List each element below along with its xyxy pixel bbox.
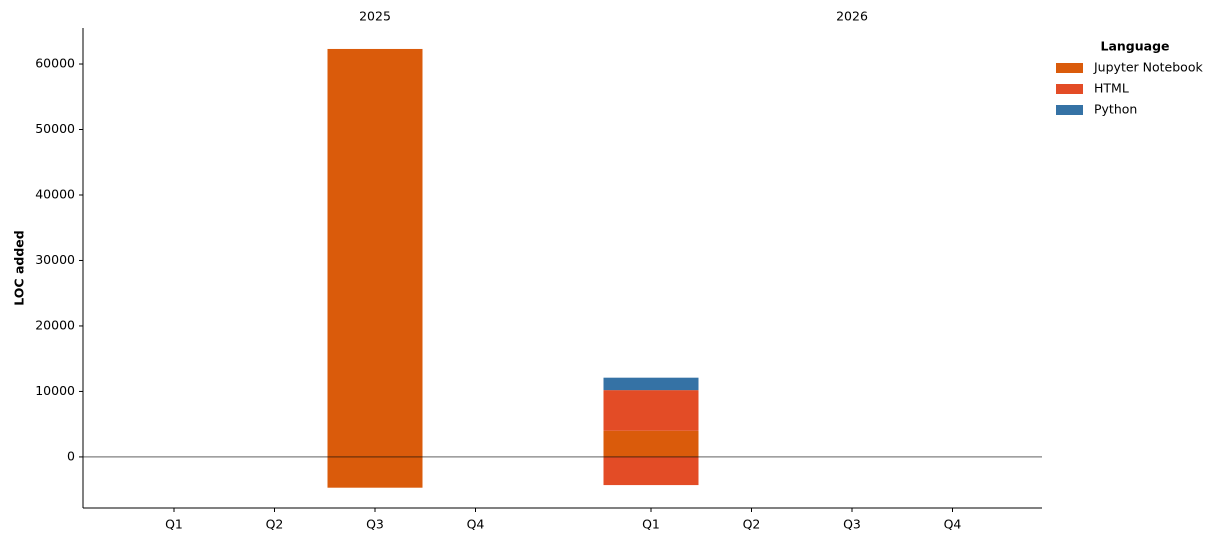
x-tick-label: Q4 bbox=[944, 517, 962, 532]
x-tick-label: Q3 bbox=[366, 517, 384, 532]
y-tick-label: 60000 bbox=[35, 56, 75, 71]
group-label: 2025 bbox=[359, 9, 391, 24]
legend-swatch bbox=[1056, 63, 1083, 73]
legend-swatch bbox=[1056, 105, 1083, 115]
legend-label: HTML bbox=[1094, 81, 1129, 96]
y-tick-label: 30000 bbox=[35, 252, 75, 267]
legend-label: Python bbox=[1094, 102, 1137, 117]
y-axis-label: LOC added bbox=[12, 230, 27, 305]
bar-segment bbox=[603, 377, 699, 391]
group-label: 2026 bbox=[836, 9, 868, 24]
x-tick-label: Q4 bbox=[467, 517, 485, 532]
y-tick-label: 20000 bbox=[35, 317, 75, 332]
y-tick-label: 0 bbox=[67, 448, 75, 463]
x-tick-label: Q1 bbox=[642, 517, 660, 532]
y-tick-label: 40000 bbox=[35, 186, 75, 201]
bar-segment bbox=[603, 430, 699, 457]
bar-segment bbox=[327, 48, 423, 457]
x-tick-label: Q1 bbox=[165, 517, 183, 532]
legend-title: Language bbox=[1100, 39, 1169, 54]
y-tick-label: 10000 bbox=[35, 383, 75, 398]
x-tick-label: Q3 bbox=[843, 517, 861, 532]
x-tick-label: Q2 bbox=[743, 517, 761, 532]
legend-label: Jupyter Notebook bbox=[1093, 60, 1203, 75]
bar-segment-removed bbox=[327, 456, 423, 488]
x-tick-label: Q2 bbox=[266, 517, 284, 532]
legend-swatch bbox=[1056, 84, 1083, 94]
bar-segment bbox=[603, 390, 699, 431]
y-tick-label: 50000 bbox=[35, 121, 75, 136]
bar-segment-removed bbox=[603, 456, 699, 486]
